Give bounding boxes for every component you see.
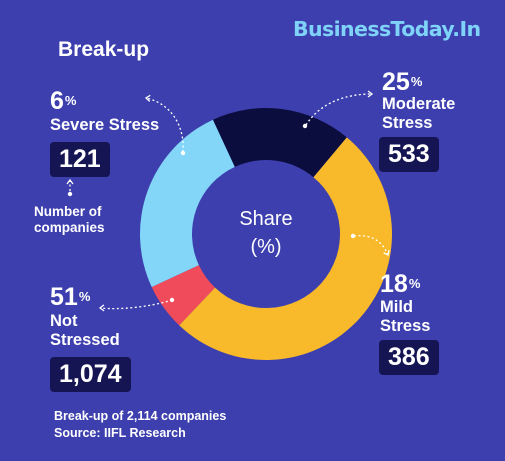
slice-severe: [151, 265, 216, 326]
slice-mild: [212, 108, 347, 178]
not-stressed-connector-dot: [169, 297, 175, 303]
not-stressed-label-line2: Stressed: [50, 331, 120, 349]
not-stressed-count: 1,074: [50, 357, 131, 392]
mild-count: 386: [379, 340, 439, 375]
not-stressed-connector: [99, 299, 173, 310]
slice-not-stressed: [179, 137, 393, 361]
severe-count: 121: [50, 142, 110, 177]
brand-logo: BusinessToday.In: [293, 17, 481, 41]
mild-label-line1: Mild: [380, 298, 413, 316]
mild-arrow-head: [383, 249, 390, 256]
not-stressed-arrow-head: [98, 304, 105, 312]
legend-arrow-up: [66, 178, 74, 185]
severe-connector-dot: [180, 150, 186, 156]
center-label-line1: Share: [239, 208, 293, 230]
severe-connector: [145, 97, 184, 153]
not-stressed-pct: 51%: [50, 283, 91, 311]
legend-connector-dot: [67, 191, 73, 197]
moderate-label-line2: Stress: [382, 114, 433, 132]
mild-label-line2: Stress: [380, 317, 431, 335]
center-label-line2: (%): [250, 236, 282, 258]
moderate-pct: 25%: [382, 68, 423, 96]
chart-title: Break-up: [58, 38, 150, 61]
severe-pct: 6%: [50, 87, 77, 115]
severe-label: Severe Stress: [50, 116, 160, 134]
mild-pct: 18%: [380, 270, 421, 298]
severe-arrow-head: [144, 94, 151, 102]
footer-note: Break-up of 2,114 companies: [54, 409, 227, 423]
moderate-connector-dot: [302, 123, 308, 129]
moderate-connector: [305, 93, 373, 126]
mild-connector-dot: [350, 233, 356, 239]
moderate-label-line1: Moderate: [382, 95, 456, 113]
moderate-count: 533: [379, 137, 439, 172]
legend-note-line2: companies: [34, 220, 105, 235]
slice-moderate: [140, 119, 235, 288]
not-stressed-label-line1: Not: [50, 312, 78, 330]
footer-source: Source: IIFL Research: [54, 426, 186, 440]
legend-note-line1: Number of: [34, 204, 102, 219]
moderate-arrow-head: [367, 90, 374, 98]
